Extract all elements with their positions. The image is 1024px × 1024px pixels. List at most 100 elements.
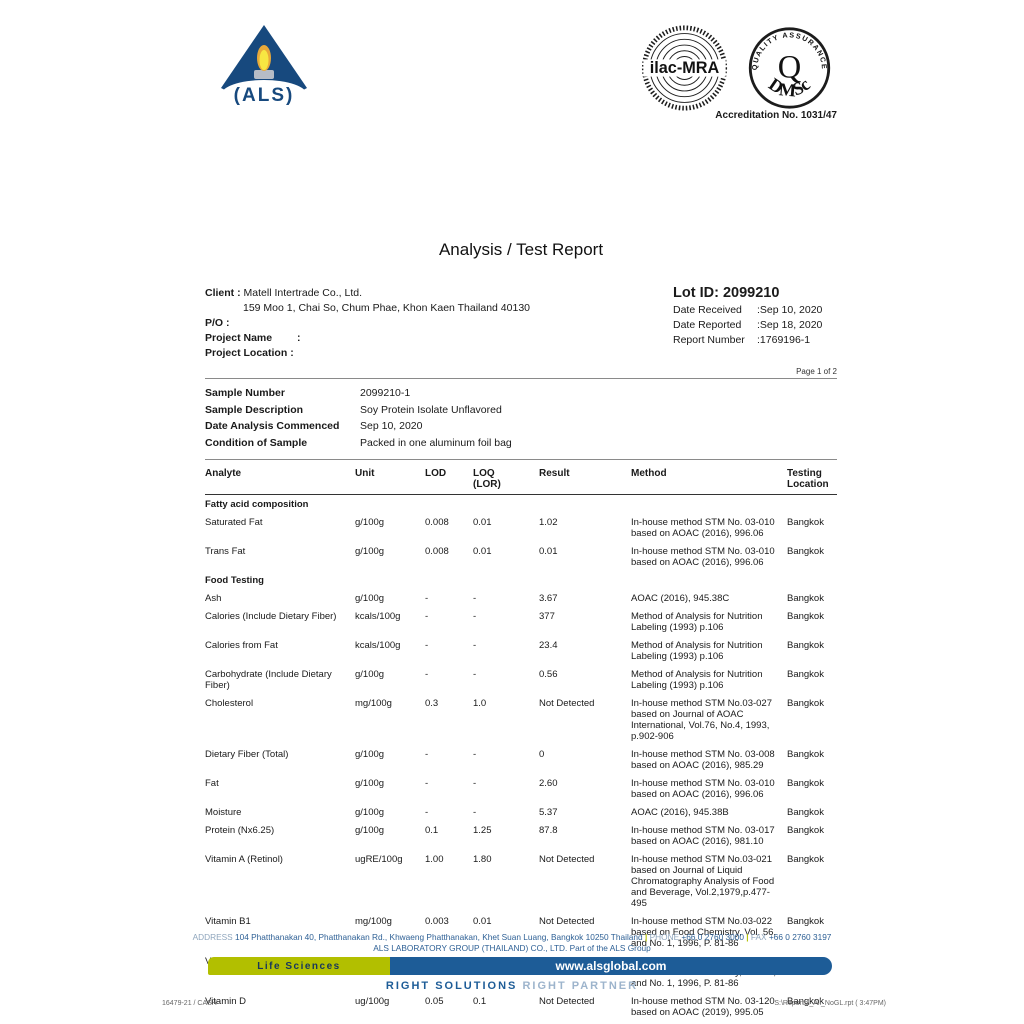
- client-label: Client: [205, 287, 235, 299]
- doc-code: 16479-21 / CASH: [162, 1000, 217, 1007]
- cell-location: Bangkok: [787, 996, 824, 1007]
- table-row: Vitamin D ug/100g 0.05 0.1 Not Detected In-ho…: [205, 992, 837, 1021]
- tagline-bold: RIGHT SOLUTIONS: [385, 980, 518, 992]
- ilac-mra-stamp-icon: ilac-MRA: [641, 25, 728, 111]
- footer-address: ADDRESS 104 Phatthanakan 40, Phatthanaka…: [192, 932, 832, 942]
- cell-unit: mg/100g: [355, 916, 392, 927]
- table-row: Carbohydrate (Include Dietary Fiber) g/10…: [205, 665, 837, 694]
- cell-analyte: Calories (Include Dietary Fiber): [205, 611, 337, 622]
- cell-loq: -: [473, 807, 477, 818]
- page-number: Page 1 of 2: [796, 367, 837, 376]
- cell-unit: mg/100g: [355, 698, 392, 709]
- footer-tagline: RIGHT SOLUTIONS RIGHT PARTNER: [0, 980, 1024, 992]
- fax-label: FAX: [750, 932, 767, 942]
- cell-result: 1.02: [539, 517, 558, 528]
- cell-unit: ugRE/100g: [355, 854, 403, 865]
- table-row: Ash g/100g - - 3.67 AOAC (2016), 945.38C Bangk…: [205, 589, 837, 607]
- table-section-row: Fatty acid composition: [205, 495, 837, 514]
- project-location-label: Project Location: [205, 347, 288, 359]
- cell-method: AOAC (2016), 945.38B: [631, 807, 729, 818]
- cell-result: 5.37: [539, 807, 558, 818]
- cell-lod: -: [425, 807, 429, 818]
- table-header-row: Analyte Unit LOD LOQ (LOR) Result Method…: [205, 464, 837, 495]
- sample-row: Sample Description Soy Protein Isolate Un…: [205, 402, 837, 419]
- cell-location: Bangkok: [787, 640, 824, 651]
- sample-value: 2099210-1: [360, 387, 411, 399]
- cell-loq: -: [473, 669, 477, 680]
- sample-row: Condition of Sample Packed in one aluminu…: [205, 435, 837, 452]
- cell-result: Not Detected: [539, 854, 595, 865]
- cell-method: In-house method STM No. 03-120 based on …: [631, 996, 775, 1018]
- cell-analyte: Vitamin D: [205, 996, 247, 1007]
- header-analyte: Analyte: [205, 464, 355, 495]
- cell-loq: 1.25: [473, 825, 492, 836]
- cell-loq: -: [473, 640, 477, 651]
- cell-unit: g/100g: [355, 546, 385, 557]
- po-label: P/O: [205, 317, 224, 329]
- cell-unit: ug/100g: [355, 996, 390, 1007]
- header-unit: Unit: [355, 464, 425, 495]
- cell-location: Bangkok: [787, 778, 824, 789]
- cell-unit: g/100g: [355, 517, 385, 528]
- cell-location: Bangkok: [787, 611, 824, 622]
- footer-bars: Life Sciences www.alsglobal.com: [208, 957, 832, 975]
- cell-lod: 1.00: [425, 854, 444, 865]
- cell-analyte: Protein (Nx6.25): [205, 825, 275, 836]
- header-result: Result: [539, 464, 631, 495]
- report-number-label: Report Number: [673, 334, 745, 346]
- report-number-value: 1769196-1: [759, 334, 811, 346]
- table-row: Fat g/100g - - 2.60 In-house method STM No. 0…: [205, 774, 837, 803]
- cell-loq: 0.01: [473, 546, 492, 557]
- cell-lod: 0.003: [425, 916, 449, 927]
- cell-analyte: Trans Fat: [205, 546, 246, 557]
- sample-value: Soy Protein Isolate Unflavored: [360, 403, 502, 416]
- cell-loq: 0.01: [473, 916, 492, 927]
- sample-row: Sample Number 2099210-1: [205, 385, 837, 402]
- cell-method: Method of Analysis for Nutrition Labelin…: [631, 640, 763, 662]
- cell-lod: 0.3: [425, 698, 439, 709]
- cell-lod: 0.05: [425, 996, 444, 1007]
- sample-row: Date Analysis Commenced Sep 10, 2020: [205, 418, 837, 435]
- cell-loq: -: [473, 593, 477, 604]
- tagline-light: RIGHT PARTNER: [522, 980, 639, 992]
- client-name: Matell Intertrade Co., Ltd.: [243, 287, 362, 299]
- table-row: Vitamin B1 mg/100g 0.003 0.01 Not Detected In…: [205, 912, 837, 952]
- cell-method: In-house method STM No.03-021 based on J…: [631, 854, 775, 909]
- website-link[interactable]: www.alsglobal.com: [390, 957, 832, 975]
- cell-result: 87.8: [539, 825, 558, 836]
- section-label: Fatty acid composition: [205, 499, 309, 510]
- cell-result: Not Detected: [539, 698, 595, 709]
- divider: [205, 378, 837, 379]
- table-row: Calories from Fat kcals/100g - - 23.4 Method …: [205, 636, 837, 665]
- cell-analyte: Vitamin B1: [205, 916, 251, 927]
- cell-result: 2.60: [539, 778, 558, 789]
- cell-loq: 0.01: [473, 517, 492, 528]
- header-loq: LOQ (LOR): [473, 464, 539, 495]
- cell-location: Bangkok: [787, 593, 824, 604]
- cell-method: In-house method STM No. 03-008 based on …: [631, 749, 775, 771]
- report-info: Client : Matell Intertrade Co., Ltd. 159…: [205, 286, 837, 361]
- lot-id-label: Lot ID:: [673, 285, 719, 301]
- sample-label: Date Analysis Commenced: [205, 420, 340, 432]
- cell-analyte: Moisture: [205, 807, 242, 818]
- cell-lod: -: [425, 640, 429, 651]
- sample-info: Sample Number 2099210-1 Sample Description…: [205, 385, 837, 451]
- cell-lod: -: [425, 778, 429, 789]
- report-path: S:\Reports\_All_NoGL.rpt ( 3:47PM): [774, 1000, 886, 1007]
- section-label: Food Testing: [205, 575, 264, 586]
- phone-value: +66 0 2760 3000: [681, 932, 744, 942]
- cell-lod: -: [425, 611, 429, 622]
- cell-method: In-house method STM No. 03-017 based on …: [631, 825, 775, 847]
- cell-location: Bangkok: [787, 916, 824, 927]
- client-address: 159 Moo 1, Chai So, Chum Phae, Khon Kaen…: [243, 302, 531, 314]
- sample-value: Packed in one aluminum foil bag: [360, 436, 512, 449]
- page-footer: ADDRESS 104 Phatthanakan 40, Phatthanaka…: [0, 932, 1024, 1007]
- cell-analyte: Cholesterol: [205, 698, 254, 709]
- cell-analyte: Vitamin A (Retinol): [205, 854, 283, 865]
- cell-unit: kcals/100g: [355, 640, 401, 651]
- sample-value: Sep 10, 2020: [360, 420, 423, 432]
- cell-method: In-house method STM No.03-022 based on F…: [631, 916, 777, 949]
- cell-location: Bangkok: [787, 517, 824, 528]
- cell-analyte: Saturated Fat: [205, 517, 263, 528]
